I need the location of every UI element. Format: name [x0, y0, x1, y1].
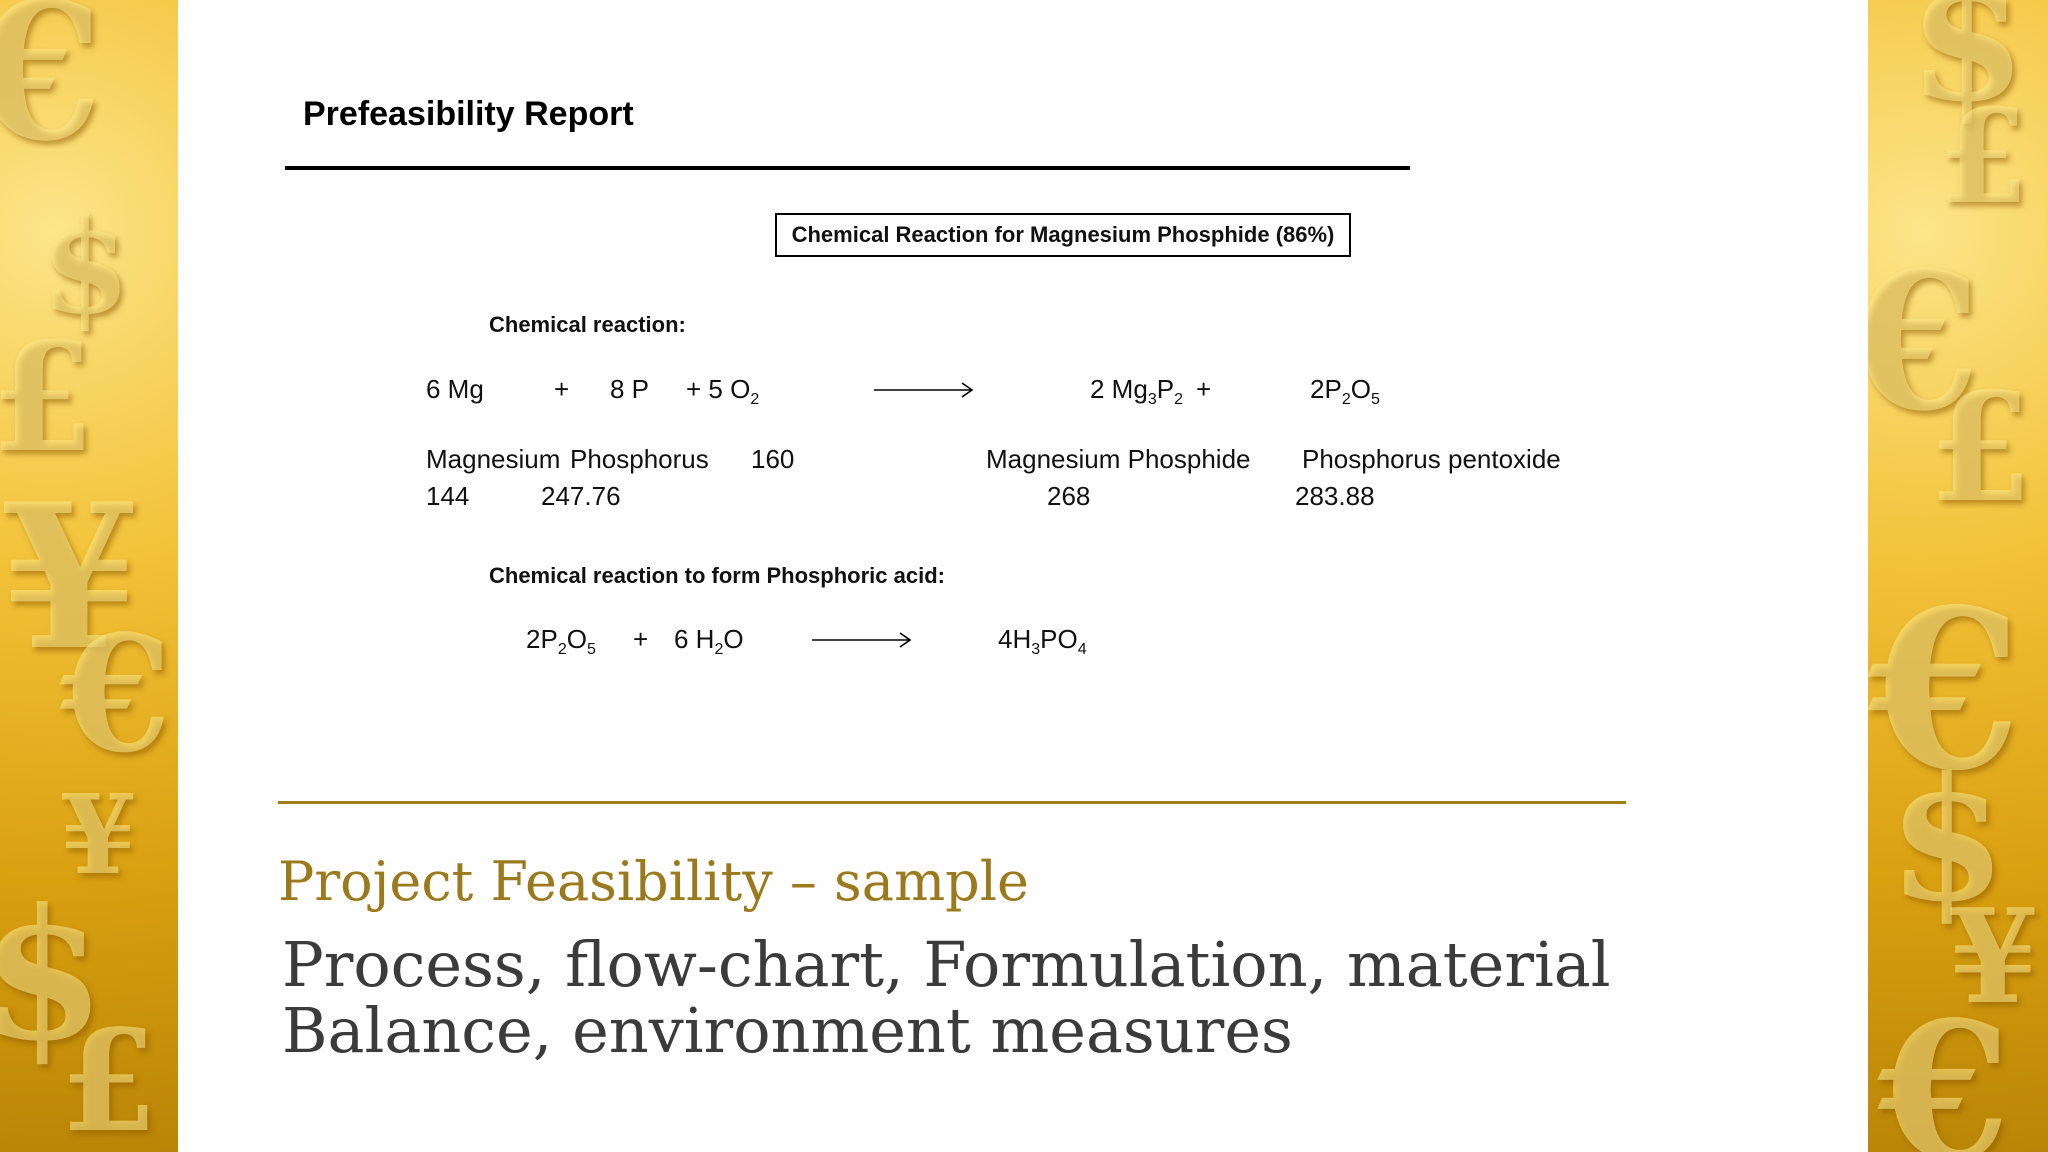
name-magnesium: Magnesium	[426, 444, 561, 474]
formula-part: PO	[1040, 624, 1078, 654]
body-line: Balance, environment measures	[282, 994, 1293, 1067]
euro-symbol-decoration: €	[1878, 980, 2011, 1152]
reactant-magnesium: 6 Mg	[426, 374, 484, 404]
pound-symbol-decoration: £	[1938, 80, 2029, 233]
reactant-oxygen: + 5 O2	[686, 374, 760, 408]
product-magnesium-phosphide: 2 Mg3P2	[1090, 374, 1183, 408]
left-currency-decoration: € $ £ ¥ € ¥ $ £	[0, 0, 178, 1152]
section-label-chemical-reaction: Chemical reaction:	[489, 312, 686, 337]
subscript: 3	[1031, 641, 1041, 658]
reactant-phosphorus-pentoxide: 2P2O5	[526, 624, 596, 658]
euro-symbol-decoration: €	[60, 600, 172, 788]
name-phosphorus: Phosphorus	[570, 444, 709, 474]
reaction-arrow	[874, 382, 974, 398]
mass-oxygen: 160	[751, 444, 795, 474]
pound-symbol-decoration: £	[0, 310, 95, 486]
formula-part: O	[723, 624, 744, 654]
name-magnesium-phosphide: Magnesium Phosphide	[986, 444, 1251, 474]
reactant-phosphorus: 8 P	[610, 374, 650, 404]
mass-magnesium-phosphide: 268	[1047, 481, 1091, 511]
formula-part: + 5 O	[686, 374, 751, 404]
euro-symbol-decoration: €	[0, 0, 103, 183]
subscript: 4	[1077, 641, 1087, 658]
pound-symbol-decoration: £	[1928, 360, 2033, 536]
subscript: 5	[586, 641, 596, 658]
euro-symbol-decoration: €	[1868, 230, 1981, 453]
slide-caption: Project Feasibility – sample	[278, 850, 1029, 913]
formula-part: O	[1350, 374, 1371, 404]
subscript: 2	[1174, 391, 1183, 408]
reactant-water: 6 H2O	[674, 624, 744, 658]
formula-part: P	[1156, 374, 1175, 404]
body-line: Process, flow-chart, Formulation, materi…	[282, 928, 1611, 1001]
subscript: 2	[1341, 391, 1351, 408]
mass-phosphorus-pentoxide: 283.88	[1295, 481, 1375, 511]
slide-body-text: Process, flow-chart, Formulation, materi…	[282, 932, 1682, 1064]
subscript: 2	[714, 641, 724, 658]
subscript: 5	[1370, 391, 1380, 408]
dollar-symbol-decoration: $	[0, 870, 106, 1081]
dollar-symbol-decoration: $	[1908, 0, 2027, 140]
formula-part: 6 H	[674, 624, 715, 654]
product-phosphorus-pentoxide: 2P2O5	[1310, 374, 1380, 408]
yen-symbol-decoration: ¥	[60, 770, 137, 899]
subscript: 2	[750, 391, 760, 408]
yen-symbol-decoration: ¥	[0, 460, 140, 695]
boxed-heading: Chemical Reaction for Magnesium Phosphid…	[775, 213, 1351, 257]
slide-content: Prefeasibility Report Chemical Reaction …	[178, 0, 1868, 1152]
mass-magnesium: 144	[426, 481, 470, 511]
name-phosphorus-pentoxide: Phosphorus pentoxide	[1302, 444, 1561, 474]
plus-sign: +	[633, 624, 649, 654]
right-currency-decoration: $ £ € £ € $ ¥ €	[1868, 0, 2048, 1152]
subscript: 3	[1147, 391, 1157, 408]
formula-part: 2 Mg	[1090, 374, 1148, 404]
pound-symbol-decoration: £	[60, 1000, 158, 1152]
formula-part: 2P	[1310, 374, 1342, 404]
euro-symbol-decoration: €	[1868, 560, 2022, 819]
report-title: Prefeasibility Report	[303, 95, 634, 133]
subscript: 2	[557, 641, 567, 658]
mass-phosphorus: 247.76	[541, 481, 621, 511]
dollar-symbol-decoration: $	[40, 190, 131, 343]
yen-symbol-decoration: ¥	[1948, 880, 2039, 1033]
product-phosphoric-acid: 4H3PO4	[998, 624, 1087, 658]
dollar-symbol-decoration: $	[1888, 740, 2007, 940]
formula-part: 2P	[526, 624, 558, 654]
formula-part: O	[566, 624, 587, 654]
caption-divider	[278, 801, 1626, 804]
section-label-phosphoric-acid: Chemical reaction to form Phosphoric aci…	[489, 563, 945, 588]
formula-part: 4H	[998, 624, 1032, 654]
plus-sign: +	[554, 374, 570, 404]
plus-sign: +	[1196, 374, 1212, 404]
title-underline	[285, 166, 1410, 170]
reaction-arrow	[812, 632, 912, 648]
